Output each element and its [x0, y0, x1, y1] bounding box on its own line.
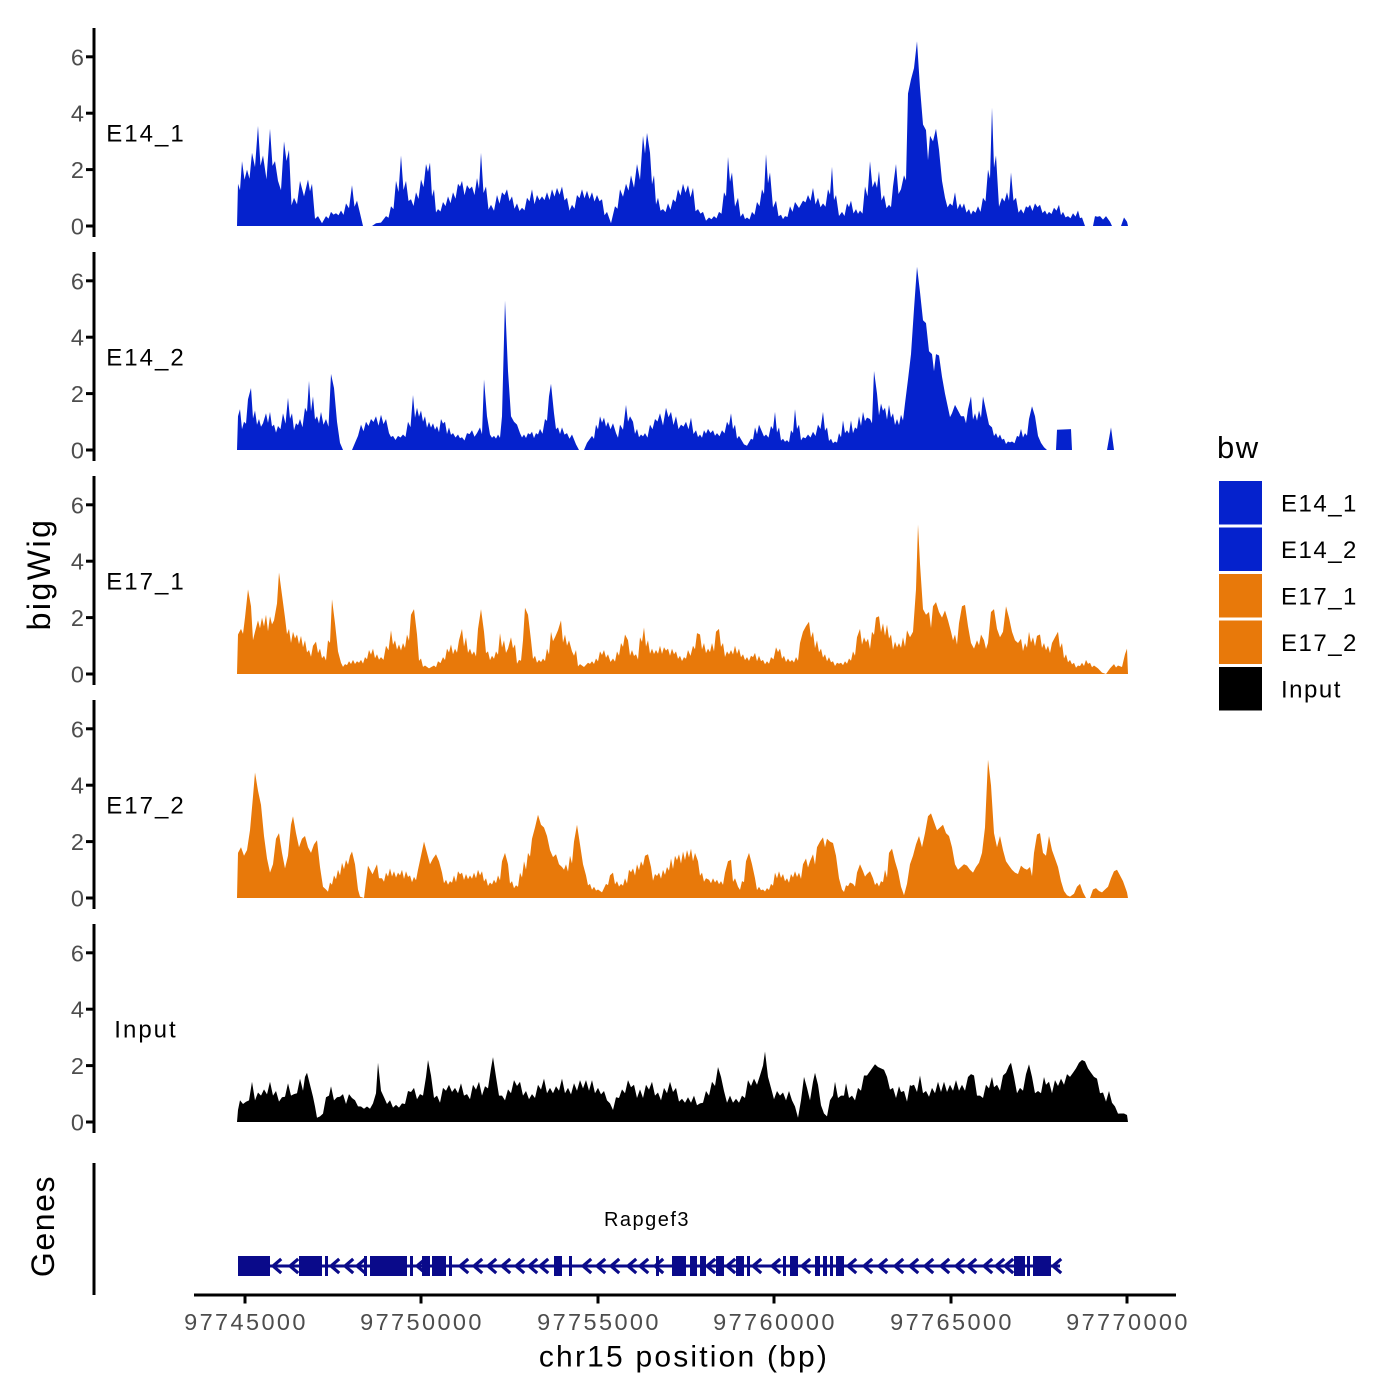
svg-text:97770000: 97770000: [1066, 1309, 1190, 1335]
svg-text:Genes: Genes: [25, 1175, 61, 1277]
svg-text:2: 2: [71, 1053, 84, 1079]
svg-text:97760000: 97760000: [713, 1309, 837, 1335]
svg-text:6: 6: [71, 716, 84, 742]
svg-text:E14_1: E14_1: [1281, 491, 1358, 518]
svg-text:E17_2: E17_2: [106, 793, 185, 820]
svg-text:4: 4: [71, 773, 84, 799]
svg-text:97745000: 97745000: [184, 1309, 308, 1335]
svg-text:E17_2: E17_2: [1281, 630, 1358, 657]
svg-text:0: 0: [71, 214, 84, 240]
svg-text:E14_1: E14_1: [106, 121, 185, 148]
svg-text:0: 0: [71, 886, 84, 912]
svg-text:2: 2: [71, 829, 84, 855]
svg-text:4: 4: [71, 325, 84, 351]
svg-text:E17_1: E17_1: [1281, 584, 1358, 611]
svg-text:E14_2: E14_2: [106, 345, 185, 372]
svg-text:2: 2: [71, 381, 84, 407]
svg-text:0: 0: [71, 1110, 84, 1136]
svg-text:6: 6: [71, 44, 84, 70]
svg-text:97755000: 97755000: [537, 1309, 661, 1335]
svg-text:4: 4: [71, 549, 84, 575]
svg-text:bigWig: bigWig: [21, 518, 57, 631]
svg-text:2: 2: [71, 605, 84, 631]
svg-text:4: 4: [71, 101, 84, 127]
svg-text:2: 2: [71, 157, 84, 183]
svg-text:Rapgef3: Rapgef3: [604, 1209, 690, 1231]
svg-text:6: 6: [71, 940, 84, 966]
svg-text:0: 0: [71, 662, 84, 688]
svg-text:97765000: 97765000: [890, 1309, 1014, 1335]
svg-text:E17_1: E17_1: [106, 569, 185, 596]
svg-text:Input: Input: [114, 1017, 177, 1044]
svg-text:6: 6: [71, 492, 84, 518]
svg-text:4: 4: [71, 997, 84, 1023]
svg-text:0: 0: [71, 438, 84, 464]
svg-text:E14_2: E14_2: [1281, 537, 1358, 564]
svg-text:Input: Input: [1281, 677, 1342, 704]
svg-text:6: 6: [71, 268, 84, 294]
svg-text:chr15 position (bp): chr15 position (bp): [539, 1341, 829, 1374]
svg-text:97750000: 97750000: [360, 1309, 484, 1335]
svg-text:bw: bw: [1217, 430, 1260, 465]
